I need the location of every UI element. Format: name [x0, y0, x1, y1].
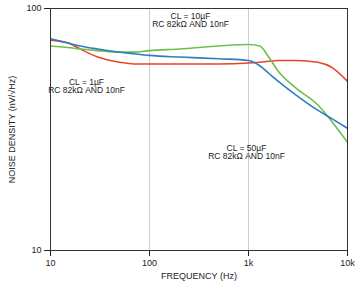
svg-text:CL = 1µFRC 82kΩ AND 10nF: CL = 1µFRC 82kΩ AND 10nF	[48, 77, 125, 96]
svg-text:CL = 50µFRC 82kΩ AND 10nF: CL = 50µFRC 82kΩ AND 10nF	[208, 143, 285, 162]
svg-text:CL = 10µFRC 82kΩ AND 10nF: CL = 10µFRC 82kΩ AND 10nF	[152, 11, 229, 30]
svg-text:10k: 10k	[340, 258, 355, 268]
svg-text:NOISE DENSITY (nV/√Hz): NOISE DENSITY (nV/√Hz)	[7, 76, 17, 183]
svg-text:1k: 1k	[244, 258, 254, 268]
svg-text:100: 100	[26, 3, 41, 13]
svg-text:100: 100	[142, 258, 157, 268]
svg-text:FREQUENCY (Hz): FREQUENCY (Hz)	[161, 271, 237, 281]
svg-text:10: 10	[31, 245, 41, 255]
svg-text:10: 10	[45, 258, 55, 268]
